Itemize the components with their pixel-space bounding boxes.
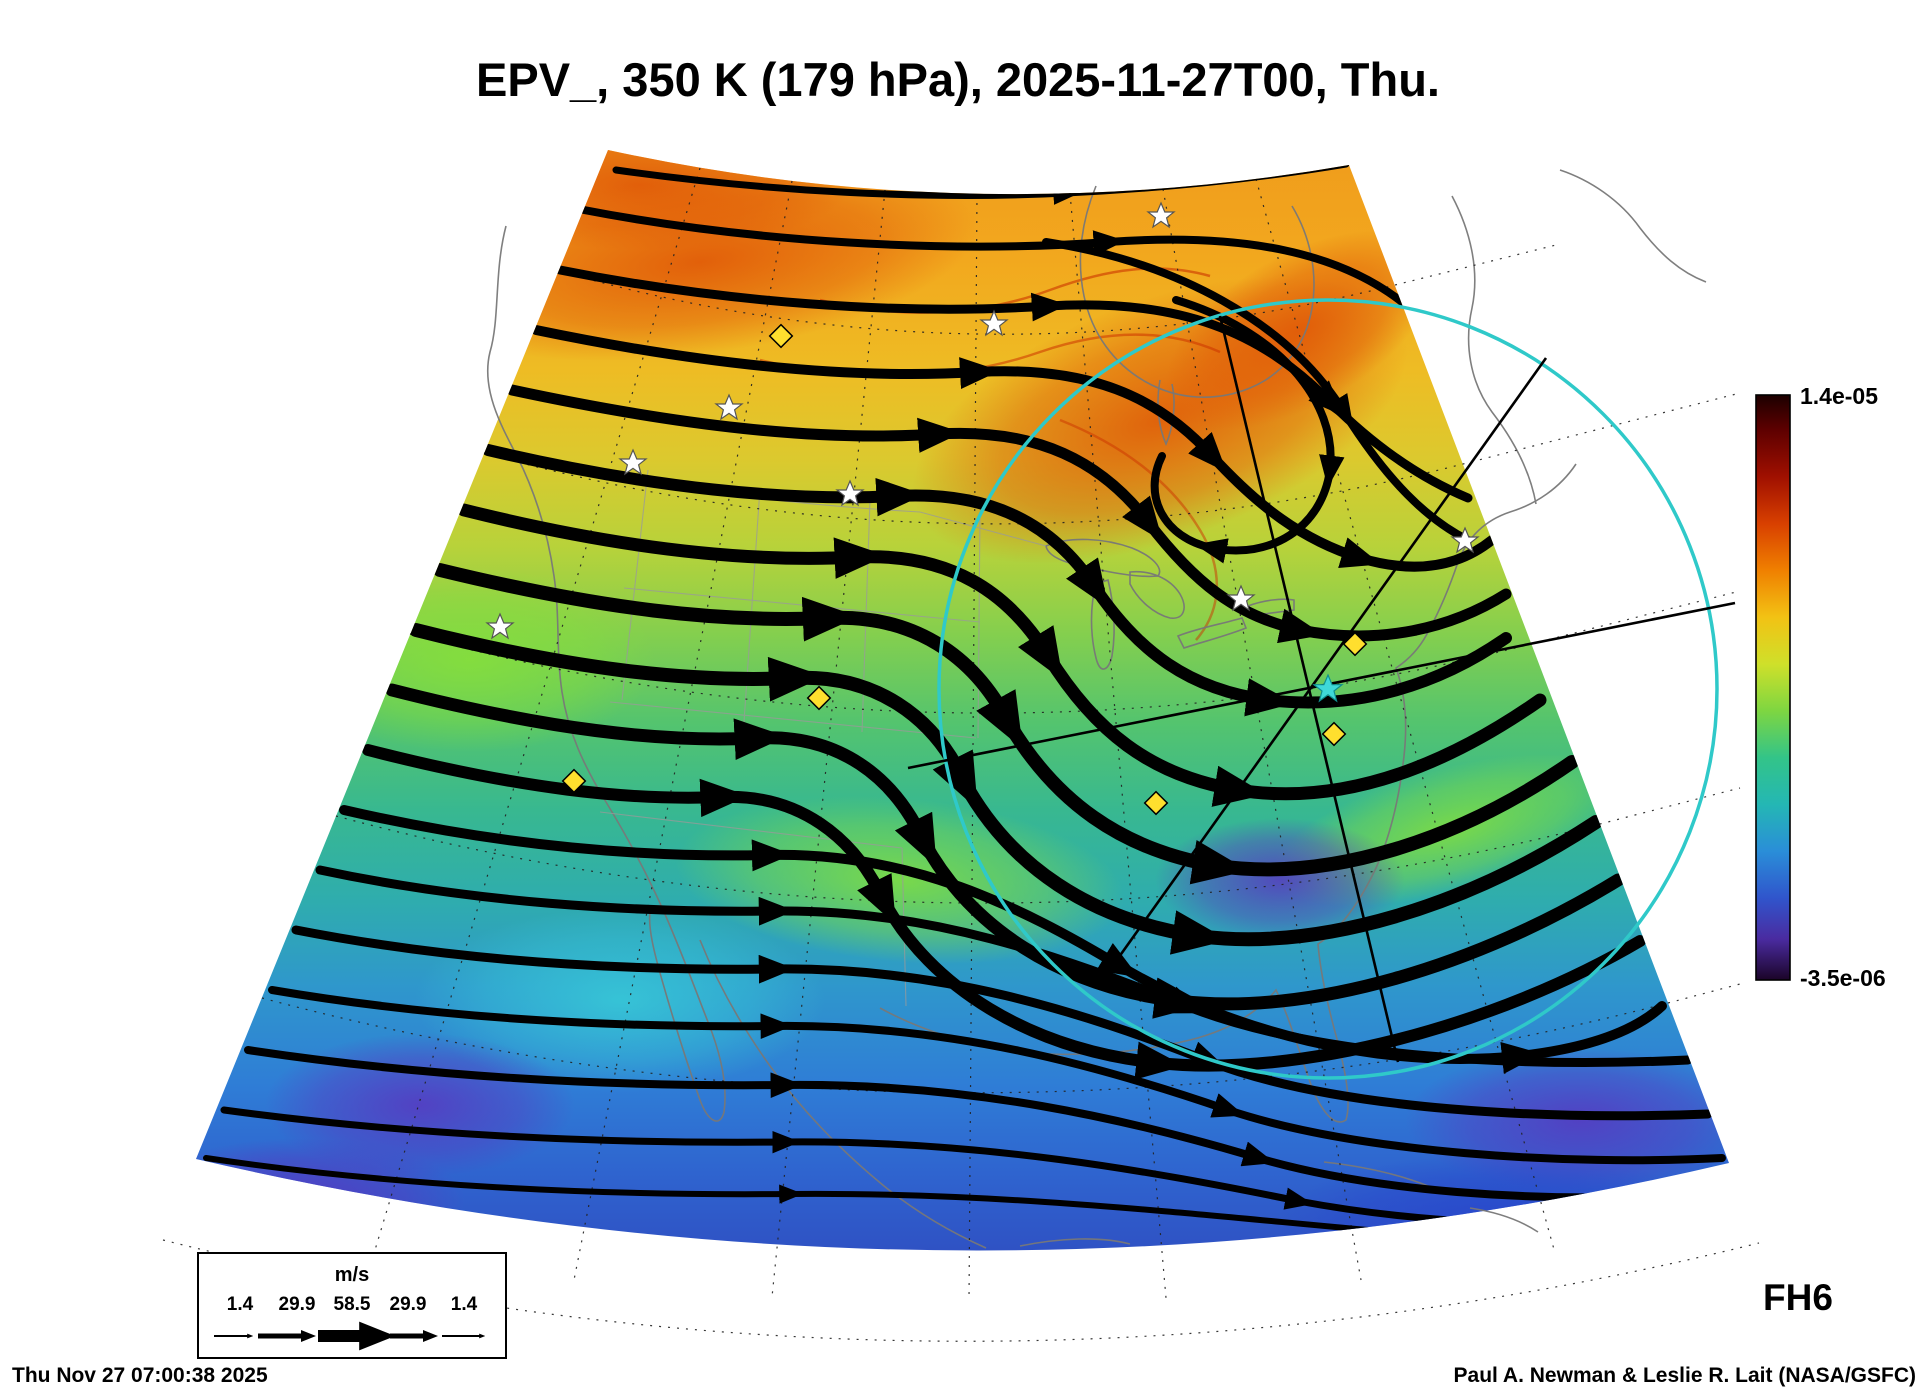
streamline (315, 865, 1693, 1067)
wind-legend-units: m/s (335, 1264, 369, 1286)
city-star-marker (714, 393, 744, 421)
streamline (1042, 238, 1472, 544)
diamond-marker (1342, 631, 1368, 657)
epv-field-patch (196, 1138, 465, 1251)
city-star-marker (1146, 201, 1176, 229)
colorbar-min-label: -3.5e-06 (1800, 965, 1886, 991)
city-star-marker (618, 448, 648, 476)
wind-legend-speed: 29.9 (279, 1294, 316, 1315)
coastline-pacific (486, 225, 726, 1122)
city-star-marker (485, 612, 515, 640)
range-ring-circle (937, 298, 1719, 1080)
diamond-marker (768, 323, 794, 349)
state-border (621, 469, 649, 701)
diamond-marker (806, 685, 832, 711)
credit-line: Paul A. Newman & Leslie R. Lait (NASA/GS… (1454, 1364, 1916, 1387)
colorbar-gradient (1755, 394, 1791, 981)
city-star-marker (1226, 584, 1256, 612)
city-star-marker (835, 479, 865, 507)
colorbar-max-label: 1.4e-05 (1800, 383, 1878, 409)
radial-line (1097, 357, 1548, 986)
coastline-cuba (1323, 1161, 1429, 1187)
epv-field-patch (285, 568, 655, 752)
generation-timestamp: Thu Nov 27 07:00:38 2025 (12, 1364, 268, 1387)
wind-legend-speed: 58.5 (334, 1294, 371, 1315)
map-markers (485, 201, 1480, 816)
plot-title: EPV_, 350 K (179 hPa), 2025-11-27T00, Th… (476, 53, 1440, 106)
wind-speed-legend: m/s 1.4 29.9 58.5 29.9 1.4 (197, 1252, 507, 1359)
streamline (1150, 296, 1345, 564)
diamond-marker (1321, 721, 1347, 747)
wind-streamlines (203, 160, 1726, 1233)
colorbar: 1.4e-05 -3.5e-06 (1755, 383, 1886, 991)
streamline (244, 1046, 1660, 1202)
diamond-marker (1143, 790, 1169, 816)
diamond-markers (561, 323, 1368, 816)
city-star-marker (979, 309, 1009, 337)
streamline (531, 325, 1497, 572)
wind-legend-speed: 1.4 (451, 1294, 478, 1315)
epv-field (196, 150, 1729, 1251)
wind-legend-speed: 29.9 (390, 1294, 427, 1315)
range-ring-group (907, 298, 1736, 1080)
coastline-hispaniola (1469, 1207, 1539, 1233)
ring-center-star-marker (1312, 673, 1344, 703)
coastline-labrador (1451, 195, 1537, 505)
streamline (291, 925, 1713, 1121)
coastline-greenland (1559, 169, 1707, 283)
streamline (203, 1155, 1371, 1233)
city-star-marker (1450, 526, 1480, 554)
streamline (268, 986, 1726, 1165)
wind-legend-speed: 1.4 (227, 1294, 254, 1315)
forecast-hour-label: FH6 (1763, 1277, 1833, 1318)
diamond-marker (561, 768, 587, 794)
city-star-markers (485, 201, 1480, 640)
coastline-yucatan (1019, 1238, 1131, 1247)
